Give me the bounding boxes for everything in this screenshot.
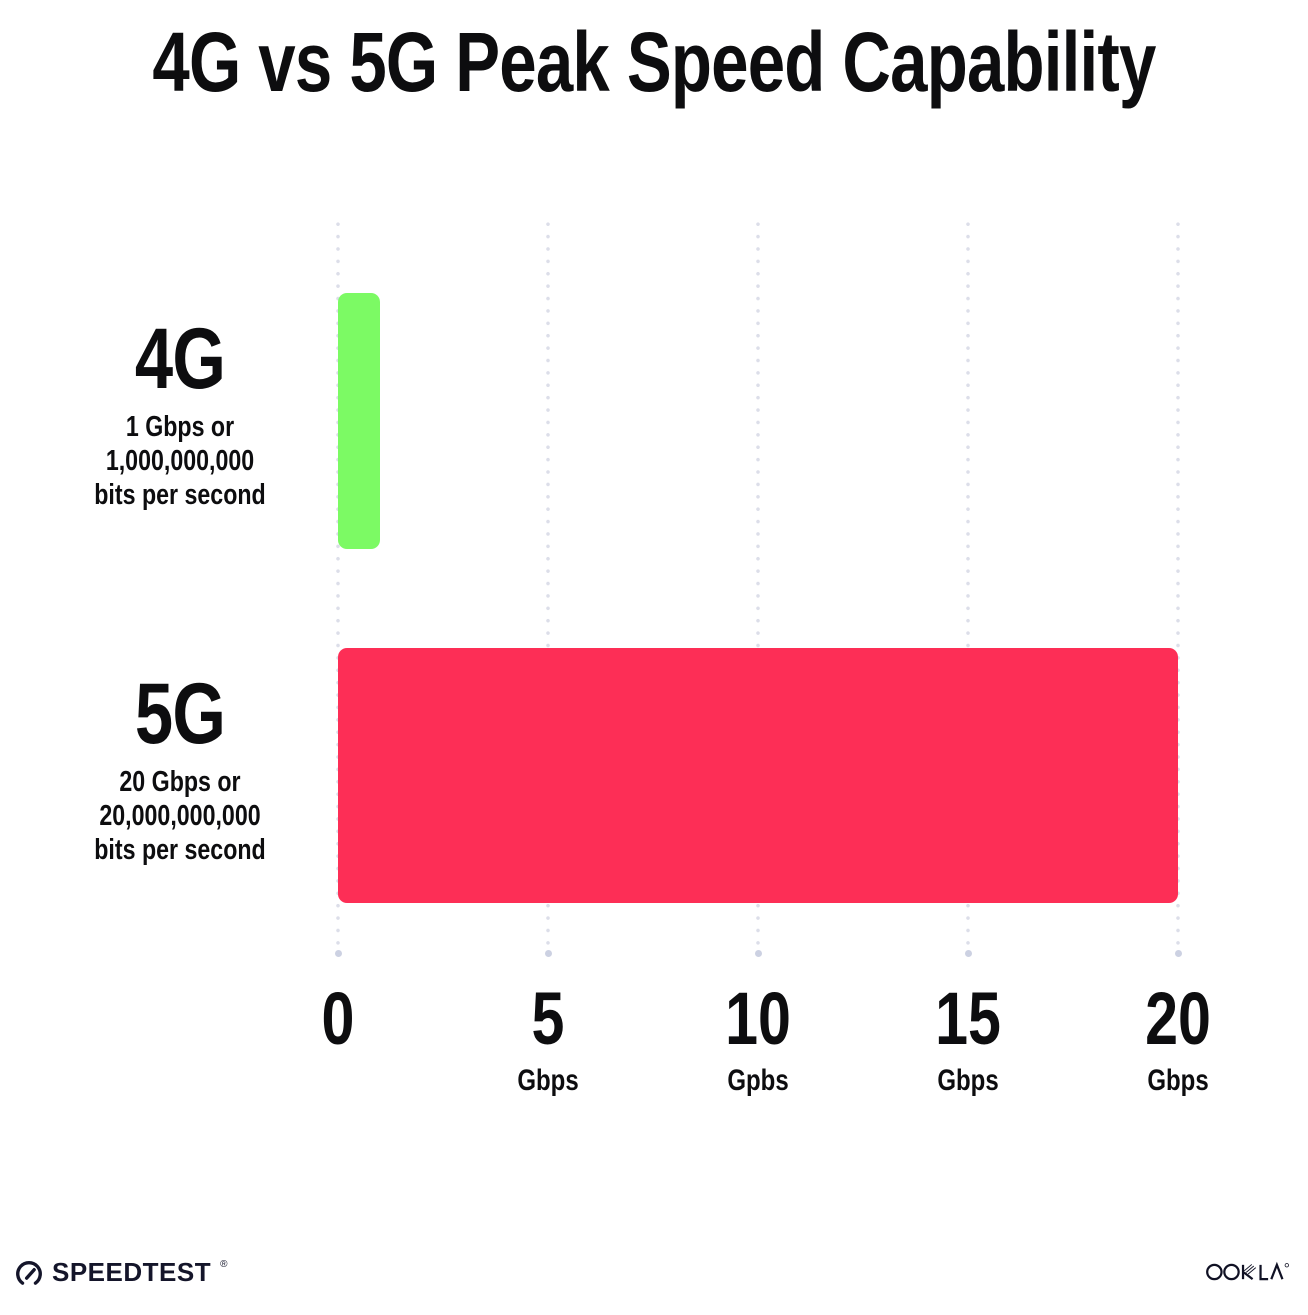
category-desc-5g: 20 Gbps or 20,000,000,000 bits per secon… [94, 766, 266, 866]
speedtest-registered-mark: ® [220, 1259, 228, 1270]
bar-5g [338, 648, 1178, 903]
speedtest-wordmark: SPEEDTEST [52, 1257, 212, 1287]
speedtest-logo: SPEEDTEST ® [14, 1257, 227, 1288]
gridline-10 [754, 222, 762, 957]
speedtest-gauge-icon [14, 1258, 44, 1288]
x-tick-5: 5 Gbps [517, 977, 579, 1097]
x-tick-0: 0 [321, 977, 355, 1060]
x-tick-20: 20 Gbps [1145, 977, 1211, 1097]
category-label-4g: 4G 1 Gbps or 1,000,000,000 bits per seco… [40, 316, 320, 512]
gridline-5 [544, 222, 552, 957]
gridline-20 [1174, 222, 1182, 957]
category-name-5g: 5G [134, 666, 226, 762]
chart-title: 4G vs 5G Peak Speed Capability [0, 14, 1308, 111]
x-tick-10: 10 Gpbs [725, 977, 791, 1097]
chart-title-text: 4G vs 5G Peak Speed Capability [152, 15, 1156, 109]
bar-4g [338, 293, 380, 549]
ookla-logo [1206, 1260, 1292, 1289]
gridline-0 [334, 222, 342, 957]
category-label-5g: 5G 20 Gbps or 20,000,000,000 bits per se… [40, 671, 320, 867]
category-desc-4g: 1 Gbps or 1,000,000,000 bits per second [94, 411, 266, 511]
gridline-15 [964, 222, 972, 957]
ookla-wordmark-icon [1206, 1260, 1292, 1284]
category-name-4g: 4G [134, 311, 226, 407]
x-tick-15: 15 Gbps [935, 977, 1001, 1097]
